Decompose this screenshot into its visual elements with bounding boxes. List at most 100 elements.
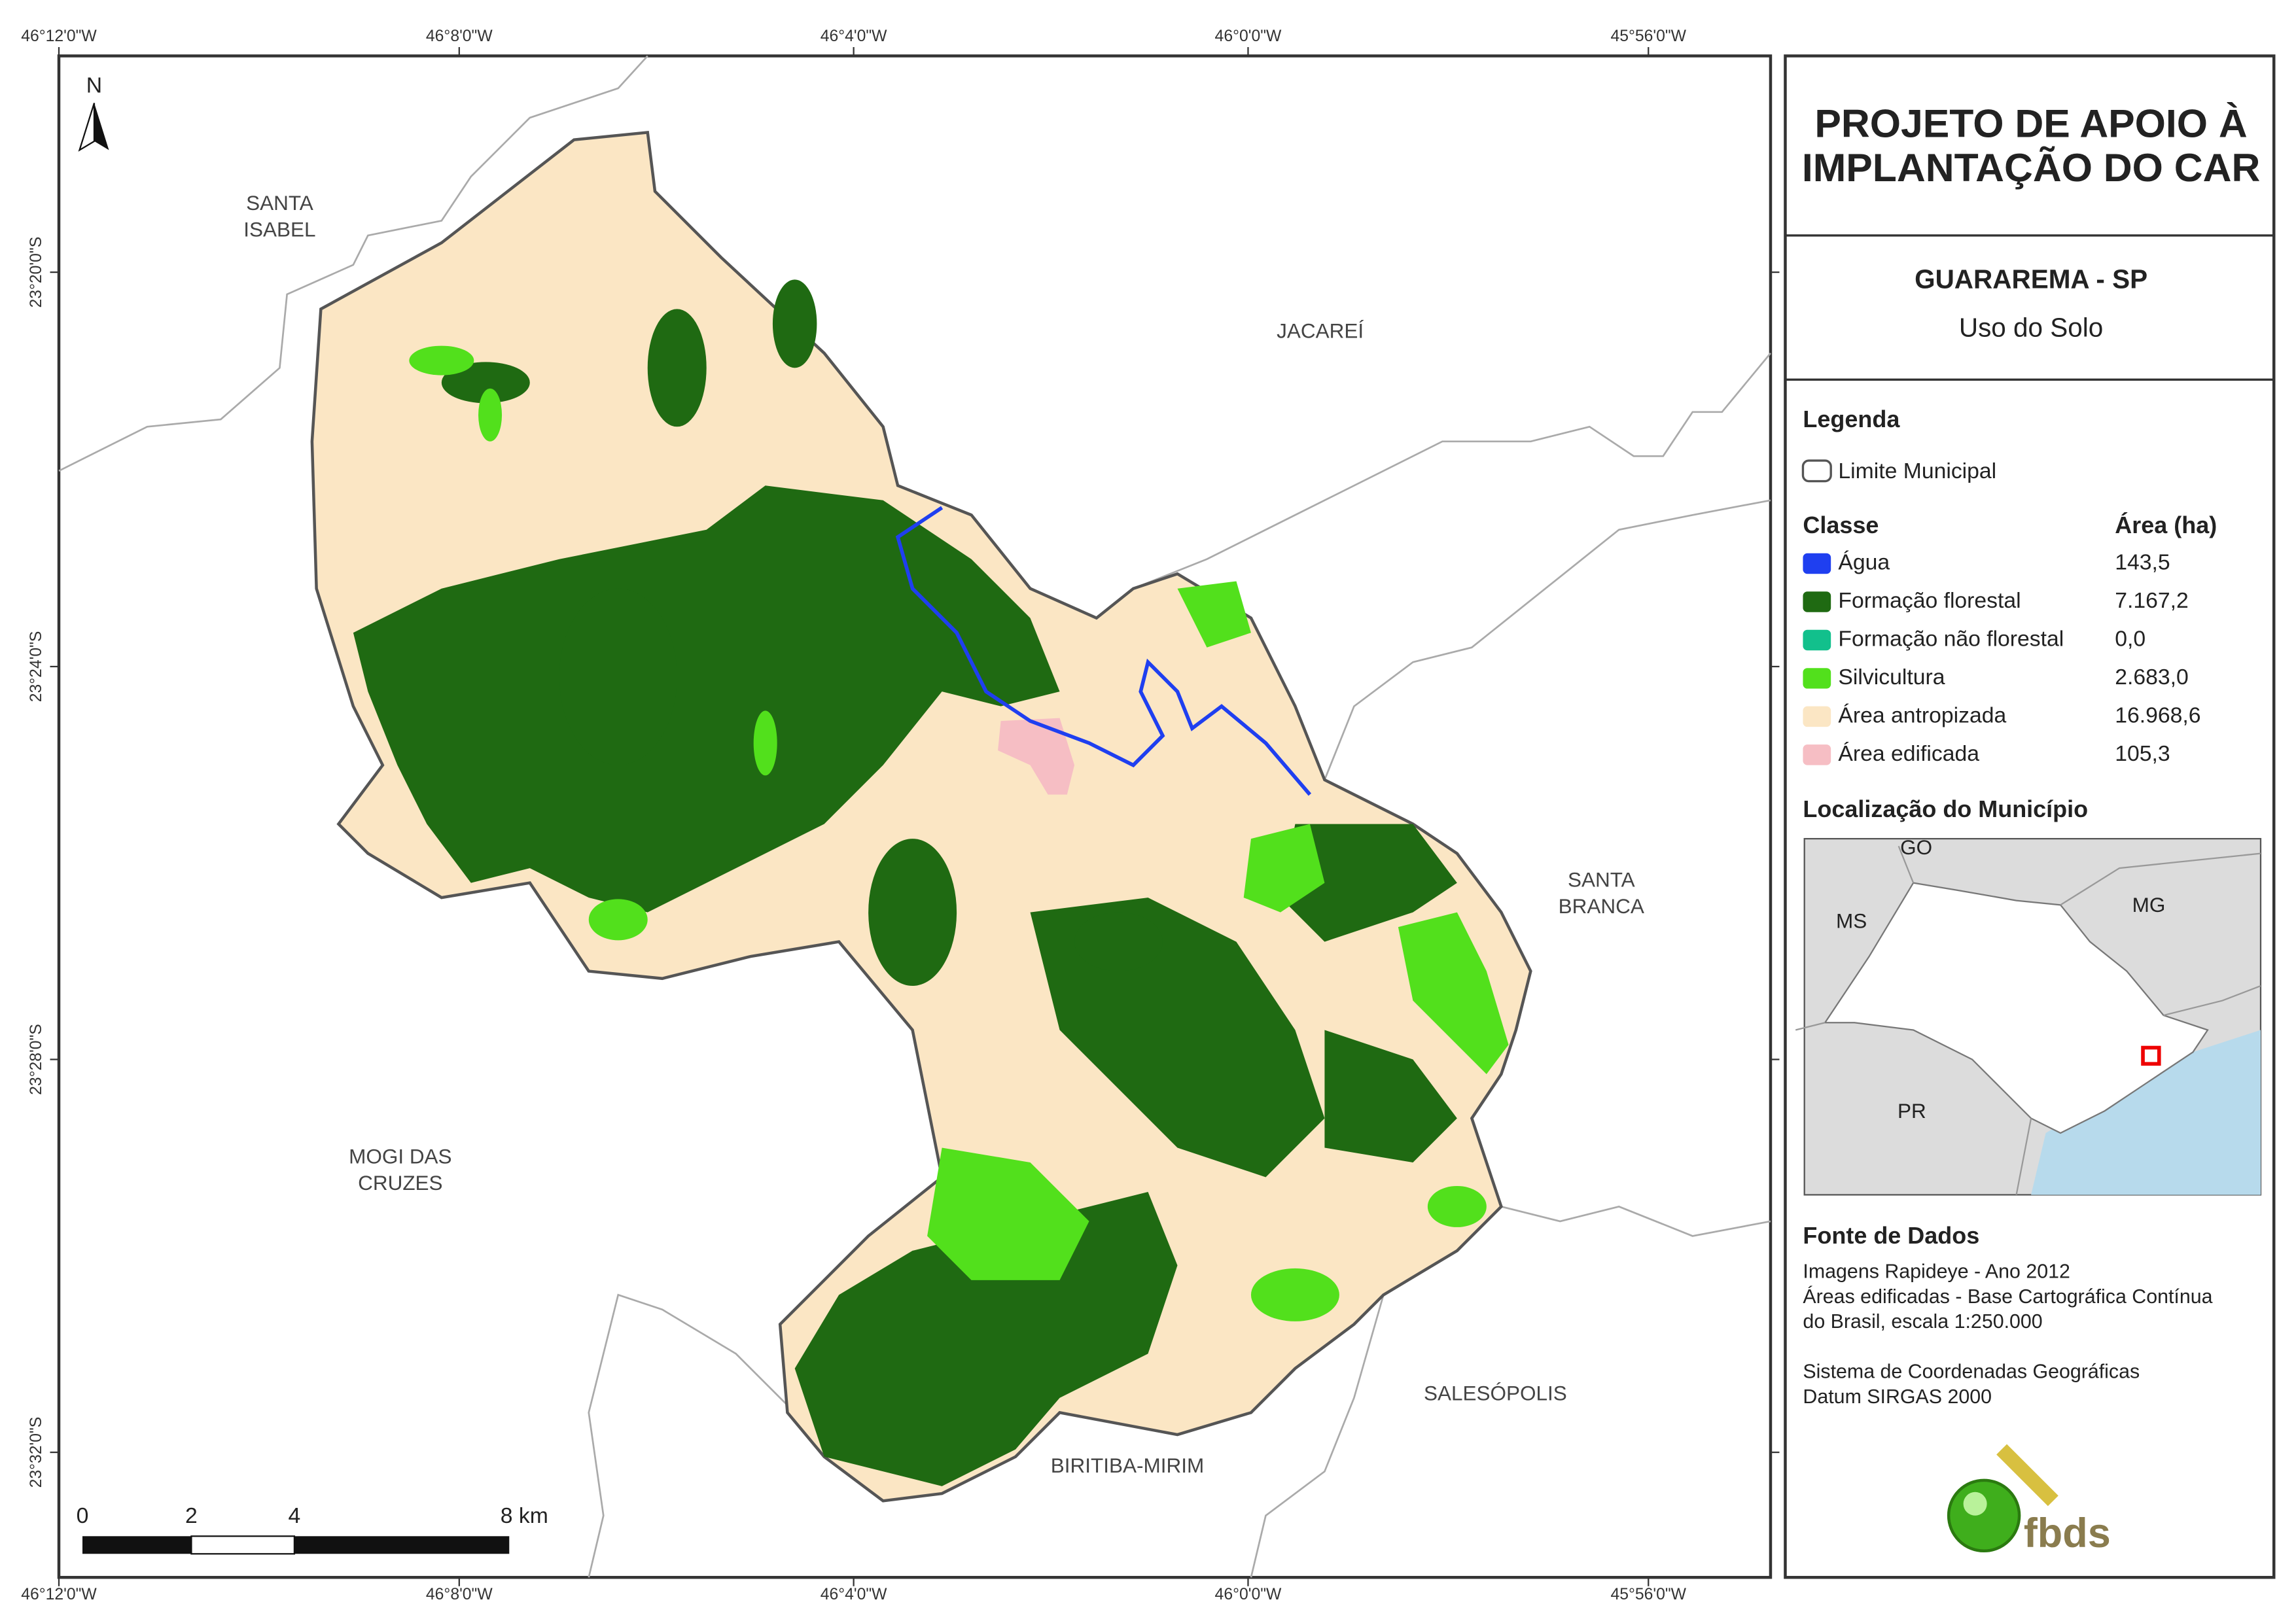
location-heading: Localização do Município xyxy=(1803,795,2088,822)
neighbor-label: BIRITIBA-MIRIM xyxy=(1051,1454,1204,1477)
boundary-swatch xyxy=(1801,459,1832,483)
lat-label: 23°28'0"S xyxy=(27,1024,45,1095)
state-label: MS xyxy=(1836,909,1867,933)
scale-label: 8 km xyxy=(501,1503,548,1528)
legend-label: Formação florestal xyxy=(1838,588,2021,613)
logo-highlight xyxy=(1963,1492,1987,1516)
lon-label: 46°4'0"W xyxy=(821,27,887,45)
north-label: N xyxy=(86,73,102,98)
lat-label: 23°32'0"S xyxy=(27,1417,45,1488)
legend-swatch xyxy=(1803,553,1831,574)
boundary-label: Limite Municipal xyxy=(1838,459,1996,483)
title-line: IMPLANTAÇÃO DO CAR xyxy=(1802,145,2260,190)
state-label: PR xyxy=(1898,1099,1926,1123)
location-marker xyxy=(2141,1045,2161,1066)
boundary-line xyxy=(1501,1206,1771,1237)
legend-area: 105,3 xyxy=(2115,741,2170,766)
legend-label: Formação não florestal xyxy=(1838,626,2064,651)
forest-patch xyxy=(1074,912,1163,971)
legend-swatch xyxy=(1803,668,1831,689)
legend-rows: Água 143,5 Formação florestal 7.167,2 Formaç… xyxy=(1803,550,2201,766)
lat-label: 23°20'0"S xyxy=(27,237,45,308)
title-line: PROJETO DE APOIO À xyxy=(1814,101,2247,145)
state-labels: GO MS MG PR xyxy=(1836,835,2165,1123)
lon-label: 46°8'0"W xyxy=(426,27,493,45)
sao-paulo-state xyxy=(1824,882,2209,1134)
legend-area: 143,5 xyxy=(2115,550,2170,574)
lon-label: 46°0'0"W xyxy=(1215,1586,1282,1603)
sources-heading: Fonte de Dados xyxy=(1803,1222,1979,1249)
legend-swatch xyxy=(1803,706,1831,727)
legend-label: Área edificada xyxy=(1838,741,1979,766)
north-arrow xyxy=(94,103,109,150)
silviculture-patch xyxy=(927,1147,1089,1280)
source-line: Imagens Rapideye - Ano 2012 xyxy=(1803,1261,2070,1283)
silviculture-patch xyxy=(478,388,503,442)
forest-patch xyxy=(353,485,1060,913)
neighbor-label: BRANCA xyxy=(1559,894,1644,918)
boundary-line xyxy=(1250,1295,1385,1578)
scale-label: 2 xyxy=(185,1503,198,1528)
forest-patch xyxy=(1324,1030,1457,1162)
silviculture-patches xyxy=(409,345,1509,1321)
neighbor-label: CRUZES xyxy=(358,1171,442,1195)
state-label: MG xyxy=(2132,893,2166,916)
lon-label: 45°56'0"W xyxy=(1611,1586,1687,1603)
neighbor-label: SALESÓPOLIS xyxy=(1424,1382,1567,1405)
legend-area: 2.683,0 xyxy=(2115,665,2189,689)
legend-heading: Legenda xyxy=(1803,406,1900,432)
legend-swatch xyxy=(1803,629,1831,651)
logo-bar xyxy=(1996,1444,2058,1507)
scale-labels: 0 2 4 8 km xyxy=(77,1503,548,1528)
silviculture-patch xyxy=(753,710,777,776)
class-header: Classe xyxy=(1803,512,1879,538)
river xyxy=(895,506,1312,796)
neighbor-label: MOGI DAS xyxy=(349,1145,451,1168)
silviculture-patch xyxy=(1398,912,1509,1075)
legend-area: 0,0 xyxy=(2115,626,2146,651)
scale-label: 4 xyxy=(289,1503,301,1528)
lon-label: 46°8'0"W xyxy=(426,1586,493,1603)
forest-patch xyxy=(868,839,957,986)
legend-swatch xyxy=(1803,744,1831,765)
legend-area: 7.167,2 xyxy=(2115,588,2189,613)
logo-circle xyxy=(1947,1478,2021,1553)
boundary-line xyxy=(588,1293,796,1578)
forest-patch xyxy=(559,588,677,765)
neighbor-boundaries xyxy=(58,55,1772,1578)
legend-label: Água xyxy=(1838,550,1890,574)
silviculture-patch xyxy=(1250,1268,1339,1321)
source-line: Sistema de Coordenadas Geográficas xyxy=(1803,1361,2140,1383)
scale-bar xyxy=(294,1536,510,1554)
silviculture-patch xyxy=(1177,581,1251,648)
logo-text: fbds xyxy=(2024,1510,2111,1556)
scale-label: 0 xyxy=(77,1503,89,1528)
legend-area: 16.968,6 xyxy=(2115,703,2200,727)
legend-swatch xyxy=(1803,591,1831,612)
lat-label: 23°24'0"S xyxy=(27,631,45,703)
source-line: Datum SIRGAS 2000 xyxy=(1803,1386,1992,1408)
north-arrow xyxy=(78,103,96,152)
boundary-line xyxy=(1133,352,1772,589)
boundary-line xyxy=(58,55,648,472)
ocean xyxy=(2031,1030,2261,1195)
area-header: Área (ha) xyxy=(2115,512,2217,538)
state-borders xyxy=(1795,845,2261,1195)
silviculture-patch xyxy=(588,899,648,941)
lon-label: 45°56'0"W xyxy=(1611,27,1687,45)
neighbor-label: SANTA xyxy=(1568,868,1635,892)
neighbor-label: ISABEL xyxy=(243,217,315,241)
municipality: GUARAREMA - SP xyxy=(1915,264,2147,294)
coordinate-labels: 46°12'0"W 46°12'0"W 46°8'0"W 46°8'0"W 46°4'0… xyxy=(21,27,1780,1603)
forest-patch xyxy=(772,279,817,368)
silviculture-patch xyxy=(1243,824,1325,913)
lon-label: 46°12'0"W xyxy=(21,1586,97,1603)
forest-patch xyxy=(647,309,707,427)
neighbor-label: SANTA xyxy=(246,191,313,215)
panel-frame xyxy=(1784,54,2276,1579)
scale-bar xyxy=(82,1536,192,1554)
silviculture-patch xyxy=(409,345,474,375)
legend-label: Área antropizada xyxy=(1838,703,2006,727)
